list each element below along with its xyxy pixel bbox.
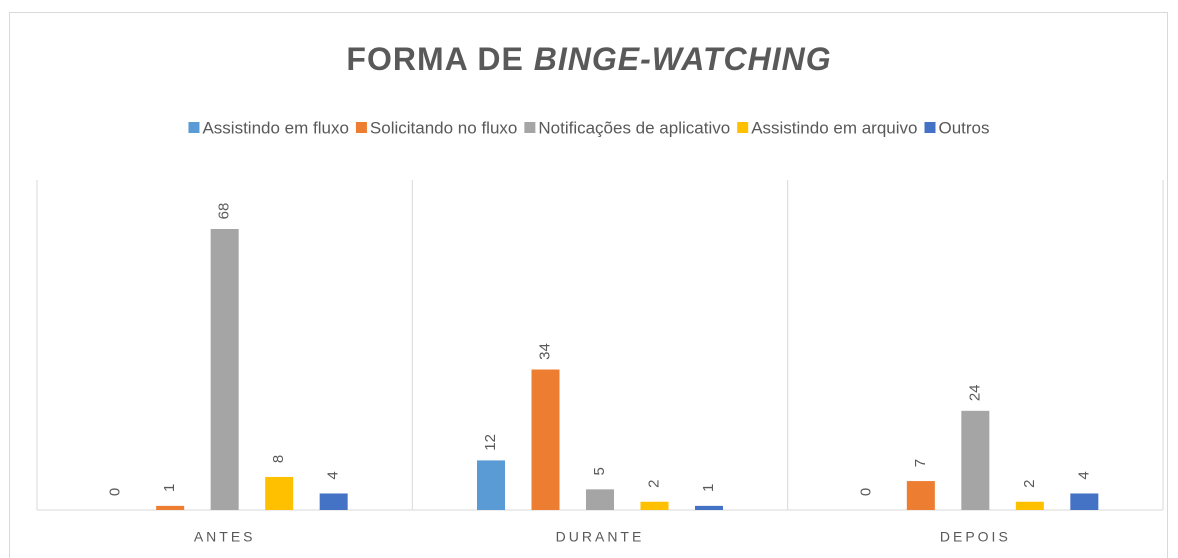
legend-swatch bbox=[924, 122, 936, 133]
title-text: FORMA DE bbox=[346, 41, 523, 77]
legend: Assistindo em fluxo Solicitando no fluxo N… bbox=[188, 118, 990, 137]
bar bbox=[210, 229, 239, 510]
bar bbox=[906, 481, 935, 510]
legend-swatch bbox=[737, 122, 749, 133]
data-label: 1 bbox=[700, 484, 717, 492]
chart-title: FORMA DE BINGE-WATCHING bbox=[346, 41, 831, 77]
title-emphasis: BINGE-WATCHING bbox=[534, 41, 832, 77]
bar bbox=[1070, 493, 1099, 510]
legend-label: Notificações de aplicativo bbox=[538, 118, 730, 137]
data-label: 4 bbox=[325, 471, 342, 479]
legend-label: Assistindo em arquivo bbox=[751, 118, 917, 137]
legend-label: Outros bbox=[939, 118, 990, 137]
data-label: 1 bbox=[161, 484, 178, 492]
legend-swatch bbox=[355, 122, 367, 133]
bar bbox=[156, 505, 185, 510]
bar bbox=[961, 410, 990, 510]
bar bbox=[265, 476, 294, 510]
data-label: 0 bbox=[857, 488, 874, 496]
legend-label: Solicitando no fluxo bbox=[370, 118, 517, 137]
legend-swatch bbox=[188, 122, 200, 133]
data-label: 24 bbox=[966, 384, 983, 401]
bar bbox=[531, 369, 560, 510]
data-label: 8 bbox=[270, 455, 287, 463]
legend-label: Assistindo em fluxo bbox=[202, 118, 348, 137]
x-tick-label: DURANTE bbox=[556, 529, 645, 545]
data-label: 5 bbox=[591, 467, 608, 475]
chart-border bbox=[9, 12, 1168, 558]
bar bbox=[477, 460, 505, 510]
data-label: 12 bbox=[482, 434, 499, 451]
bar bbox=[319, 493, 348, 510]
data-label: 4 bbox=[1075, 471, 1092, 479]
bar bbox=[586, 489, 614, 510]
data-label: 0 bbox=[107, 488, 124, 496]
data-label: 68 bbox=[216, 203, 233, 220]
data-label: 34 bbox=[536, 343, 553, 360]
x-tick-label: ANTES bbox=[194, 529, 256, 545]
legend-swatch bbox=[524, 122, 536, 133]
bar bbox=[640, 501, 669, 510]
bar bbox=[1015, 501, 1044, 510]
data-label: 2 bbox=[1021, 480, 1038, 488]
data-label: 7 bbox=[912, 459, 929, 467]
bar bbox=[695, 505, 723, 510]
data-label: 2 bbox=[645, 480, 662, 488]
x-tick-label: DEPOIS bbox=[940, 529, 1011, 545]
